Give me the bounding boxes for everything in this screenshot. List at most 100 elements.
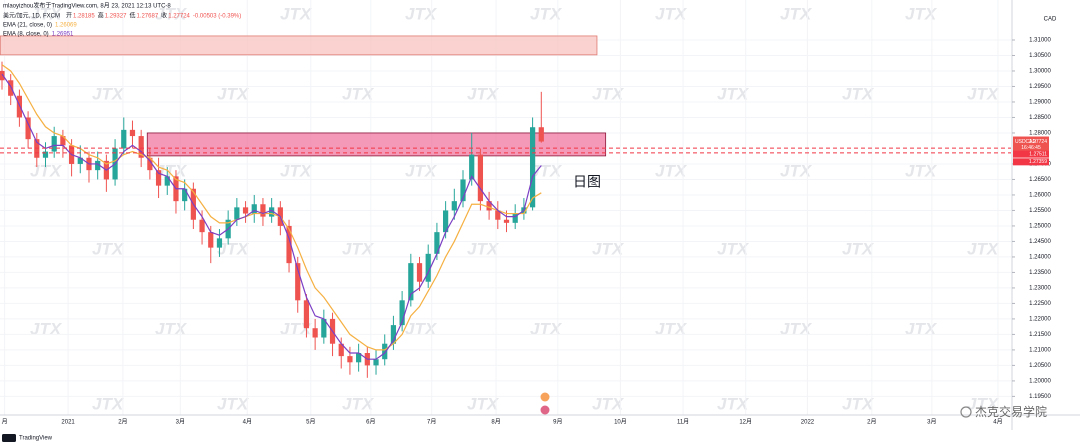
y-tick-label: 1.28000	[1029, 131, 1051, 137]
watermark: JTX	[405, 4, 438, 23]
credit: 杰克交易学院	[975, 404, 1047, 419]
y-tick-label: 1.21000	[1029, 347, 1051, 353]
event-icon	[540, 392, 550, 402]
watermark: JTX	[655, 319, 688, 338]
ohlc-label: 收	[161, 12, 167, 20]
x-tick-label: 2021	[61, 420, 75, 426]
watermark: JTX	[405, 161, 438, 180]
y-tick-label: 1.24000	[1029, 255, 1051, 261]
legend-value: 1.26069	[55, 23, 77, 29]
watermark: JTX	[342, 84, 375, 103]
watermark: JTX	[905, 319, 938, 338]
event-icon	[540, 405, 550, 415]
watermark: JTX	[842, 84, 875, 103]
y-tick-label: 1.26500	[1029, 177, 1051, 183]
candle-body	[0, 70, 5, 81]
watermark: JTX	[280, 161, 313, 180]
y-tick-label: 1.23000	[1029, 286, 1051, 292]
candle-body	[51, 136, 57, 152]
x-tick-label: 3月	[176, 419, 185, 426]
level-label: 1.27359	[1029, 159, 1047, 165]
candle-body	[425, 253, 431, 282]
watermark: JTX	[217, 394, 250, 413]
published: mlaoyizhou发布于TradingView.com, 8月 23, 202…	[3, 2, 171, 10]
legend-value: 1.26951	[52, 32, 74, 38]
header-text: 1.28185	[73, 14, 95, 20]
x-tick-label: 2022	[801, 420, 815, 426]
watermark: JTX	[717, 239, 750, 258]
candle-body	[529, 127, 536, 208]
candle-body	[460, 179, 466, 202]
watermark: JTX	[92, 394, 125, 413]
watermark: JTX	[967, 239, 1000, 258]
ohlc-label: 开	[66, 13, 72, 20]
y-tick-label: 1.23500	[1029, 270, 1051, 276]
x-tick-label: 2月	[118, 419, 127, 426]
watermark: JTX	[30, 319, 63, 338]
price-label: 1.27724	[1029, 139, 1047, 145]
candle-body	[234, 207, 240, 220]
watermark: JTX	[717, 84, 750, 103]
candle-body	[164, 176, 170, 186]
watermark: JTX	[342, 239, 375, 258]
candle-body	[16, 95, 23, 118]
watermark: JTX	[467, 84, 500, 103]
zones	[0, 35, 607, 157]
candle-body	[469, 154, 475, 180]
watermark: JTX	[905, 161, 938, 180]
y-tick-label: 1.19500	[1029, 394, 1051, 400]
zone	[146, 132, 607, 157]
ema-line	[1, 73, 542, 360]
candle-body	[321, 318, 327, 338]
candle-body	[60, 136, 66, 146]
watermark: JTX	[780, 319, 813, 338]
watermark: JTX	[592, 239, 625, 258]
y-tick-label: 1.20000	[1029, 378, 1051, 384]
candle-body	[373, 359, 379, 366]
brand: TradingView	[19, 436, 53, 442]
candle-body	[242, 207, 249, 214]
ohlc-label: 高	[98, 12, 104, 20]
candle-body	[129, 129, 136, 137]
watermark: JTX	[842, 239, 875, 258]
candle-body	[77, 157, 83, 164]
countdown: 16:46:45	[1021, 145, 1041, 151]
candle-body	[356, 353, 362, 363]
watermark: JTX	[92, 239, 125, 258]
y-tick-label: 1.28500	[1029, 115, 1051, 121]
candle-body	[8, 80, 14, 96]
x-tick-label: 8月	[491, 419, 500, 426]
candle-body	[477, 154, 484, 202]
candle-body	[399, 300, 405, 326]
watermark: JTX	[280, 4, 313, 23]
candle-body	[95, 160, 101, 171]
level-label: 1.27511	[1029, 151, 1047, 157]
watermark: JTX	[842, 394, 875, 413]
grid	[0, 0, 1011, 415]
watermark: JTX	[530, 319, 563, 338]
candle-body	[42, 151, 49, 158]
watermark: JTX	[967, 84, 1000, 103]
header-text: 1.29327	[105, 14, 127, 20]
candle-body	[25, 117, 31, 140]
overlays	[0, 147, 1011, 154]
header: 美元/加元, 1D, FXCM 开 1.28185 高 1.29327 低 1.27687 收…	[3, 12, 241, 38]
candle-body	[147, 157, 153, 171]
candle-body	[416, 263, 423, 282]
watermark: JTX	[92, 84, 125, 103]
candle-body	[486, 201, 492, 211]
watermark: JTX	[30, 4, 63, 23]
candle-body	[260, 204, 266, 217]
watermark: JTX	[155, 4, 188, 23]
candle-body	[338, 343, 344, 357]
legend-name: EMA (21, close, 0)	[3, 23, 52, 29]
candle-body	[434, 232, 440, 254]
candle-body	[512, 213, 518, 223]
watermark: JTX	[655, 161, 688, 180]
watermark: JTX	[155, 161, 188, 180]
watermark: JTX	[780, 161, 813, 180]
candle-body	[286, 225, 292, 264]
y-tick-label: 1.25000	[1029, 224, 1051, 230]
